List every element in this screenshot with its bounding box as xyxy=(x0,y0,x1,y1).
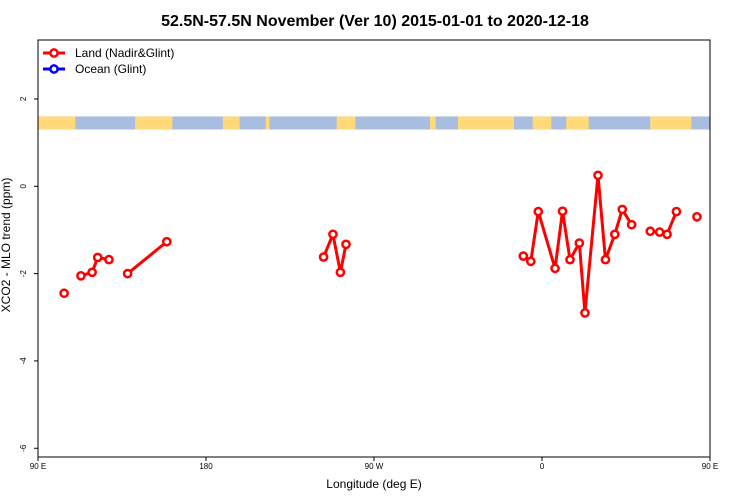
series-0-point xyxy=(645,226,656,237)
y-axis-ticks: 2 0 -2 -4 -6 xyxy=(19,96,38,452)
series-0-point xyxy=(626,219,637,230)
series-0-point xyxy=(518,251,529,261)
y-tick-label: 2 xyxy=(19,96,28,101)
y-axis-label: XCO2 - MLO trend (ppm) xyxy=(0,178,13,313)
legend-label-ocean: Ocean (Glint) xyxy=(75,62,146,76)
series-0-point xyxy=(87,267,97,278)
legend: Land (Nadir&Glint) Ocean (Glint) xyxy=(43,46,174,76)
series-0-point xyxy=(318,252,329,262)
series-0-point xyxy=(104,254,114,265)
x-tick-label: 0 xyxy=(540,462,545,471)
band-land xyxy=(38,116,76,130)
series-0-point xyxy=(662,229,672,240)
chart-title: 52.5N-57.5N November (Ver 10) 2015-01-01… xyxy=(161,13,589,30)
land-ocean-band xyxy=(38,116,710,130)
y-tick-label: -2 xyxy=(19,270,28,278)
series-0-line xyxy=(80,255,110,278)
series-0-point xyxy=(609,229,620,240)
legend-marker-land xyxy=(49,48,59,58)
series-0-point xyxy=(533,206,544,217)
series-0-point xyxy=(565,254,575,265)
y-tick-label: -4 xyxy=(19,357,28,365)
series-0-point xyxy=(600,254,611,265)
x-tick-label: 90 E xyxy=(702,462,718,471)
legend-marker-ocean xyxy=(49,64,59,74)
y-tick-label: 0 xyxy=(19,184,28,189)
series-0-point xyxy=(550,263,560,274)
series-0-point xyxy=(328,229,338,240)
y-tick-label: -6 xyxy=(19,444,28,452)
series-0-line xyxy=(126,240,168,275)
series-0-point xyxy=(692,211,702,222)
x-axis-label: Longitude (deg E) xyxy=(326,477,421,491)
x-tick-label: 90 E xyxy=(30,462,46,471)
x-tick-label: 180 xyxy=(199,462,213,471)
band-land xyxy=(430,116,436,130)
band-land xyxy=(650,116,692,130)
series-0-point xyxy=(593,170,603,181)
series-0-point xyxy=(654,227,665,237)
series-0-point xyxy=(617,204,628,215)
series-0-point xyxy=(161,236,172,247)
band-land xyxy=(135,116,173,130)
x-axis-ticks: 90 E 180 90 W 0 90 E xyxy=(30,457,718,471)
band-land xyxy=(566,116,589,130)
series-0-point xyxy=(335,267,346,278)
series-points xyxy=(59,170,702,318)
band-land xyxy=(265,116,270,130)
series-0-point xyxy=(557,206,568,217)
series-0-point xyxy=(59,288,69,299)
legend-label-land: Land (Nadir&Glint) xyxy=(75,46,174,60)
series-0-point xyxy=(580,308,590,318)
series-0-point xyxy=(76,270,86,281)
x-tick-label: 90 W xyxy=(365,462,384,471)
plot-frame xyxy=(37,39,711,458)
band-land xyxy=(336,116,356,130)
series-0-point xyxy=(525,256,536,267)
series-0-point xyxy=(574,238,585,248)
band-land xyxy=(458,116,514,130)
band-land xyxy=(532,116,552,130)
series-0-point xyxy=(92,252,103,263)
series-0-line xyxy=(322,232,348,274)
series-0-point xyxy=(341,239,351,250)
band-land xyxy=(222,116,240,130)
series-0-point xyxy=(122,268,133,279)
series-0-point xyxy=(671,206,682,217)
